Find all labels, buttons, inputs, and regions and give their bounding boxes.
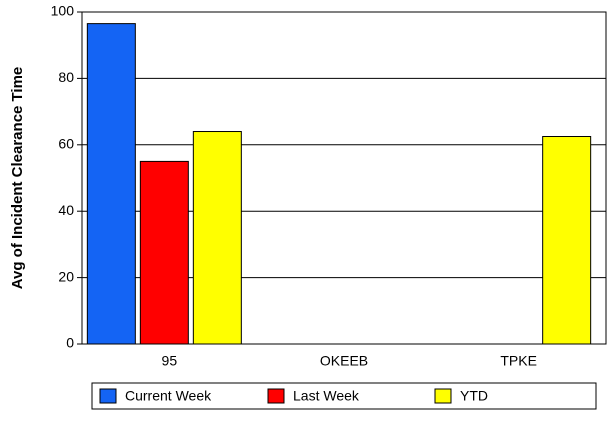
legend-label: Current Week: [125, 388, 212, 404]
legend-swatch: [434, 388, 452, 404]
legend-swatch: [267, 388, 285, 404]
legend-label: Last Week: [293, 388, 360, 404]
y-axis-title: Avg of Incident Clearance Time: [9, 67, 26, 290]
x-tick-label: TPKE: [500, 353, 537, 369]
y-tick-label: 40: [58, 202, 74, 218]
legend-label: YTD: [460, 388, 488, 404]
y-tick-label: 60: [58, 136, 74, 152]
y-tick-label: 100: [51, 3, 75, 19]
x-tick-label: OKEEB: [320, 353, 368, 369]
legend-box: [91, 382, 597, 410]
y-tick-label: 80: [58, 69, 74, 85]
bar: [542, 136, 592, 345]
bar: [139, 160, 189, 345]
x-tick-label: 95: [162, 353, 178, 369]
y-tick-label: 0: [66, 335, 74, 351]
bar: [86, 23, 136, 345]
bar: [192, 131, 242, 345]
plot-border: [81, 11, 607, 345]
y-tick-label: 20: [58, 268, 74, 284]
legend-swatch: [99, 388, 117, 404]
